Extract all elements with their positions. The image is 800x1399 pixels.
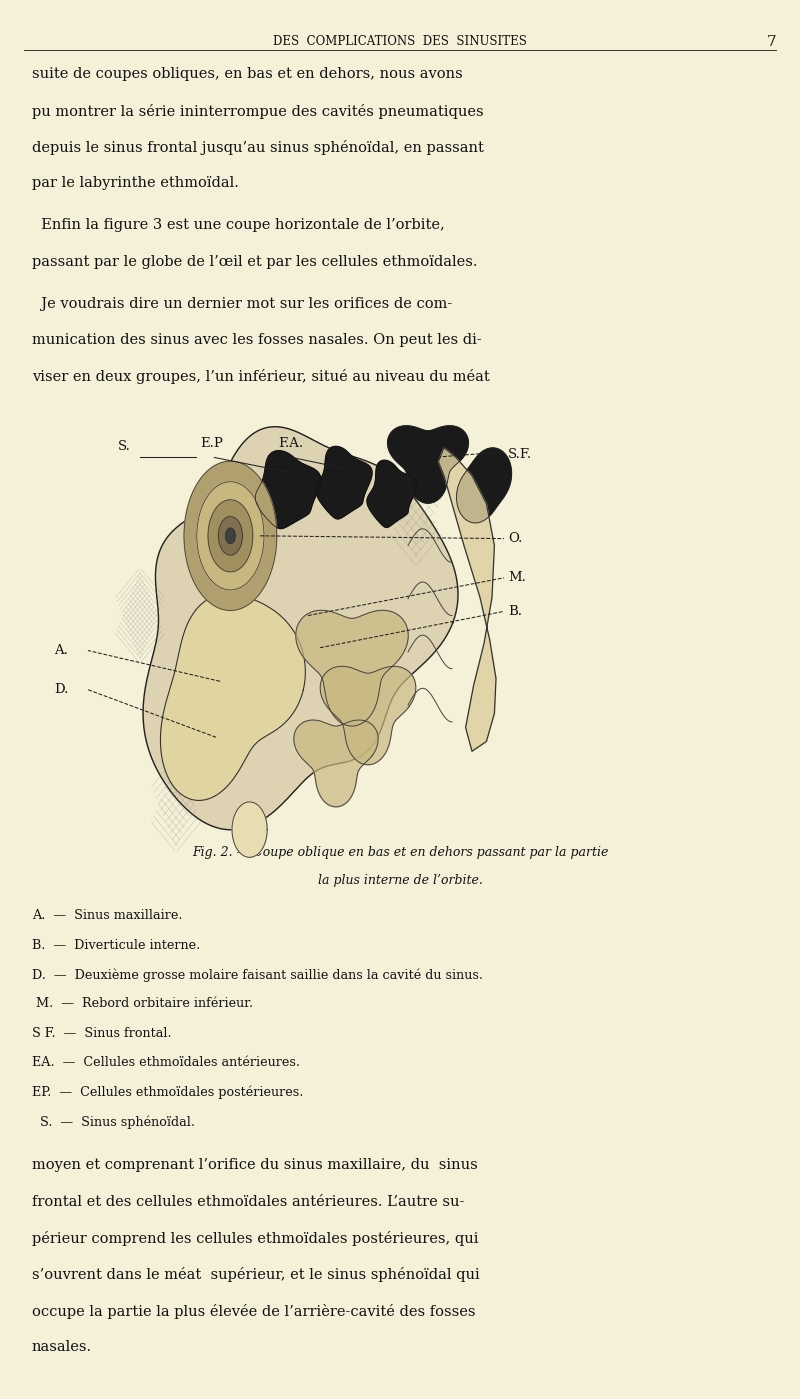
Text: munication des sinus avec les fosses nasales. On peut les di-: munication des sinus avec les fosses nas…	[32, 333, 482, 347]
Polygon shape	[226, 527, 235, 544]
Text: frontal et des cellules ethmoïdales antérieures. L’autre su-: frontal et des cellules ethmoïdales anté…	[32, 1195, 464, 1209]
Polygon shape	[388, 425, 468, 504]
Text: suite de coupes obliques, en bas et en dehors, nous avons: suite de coupes obliques, en bas et en d…	[32, 67, 462, 81]
Text: M.  —  Rebord orbitaire inférieur.: M. — Rebord orbitaire inférieur.	[32, 997, 253, 1010]
Text: Fig. 2. — Coupe oblique en bas et en dehors passant par la partie: Fig. 2. — Coupe oblique en bas et en deh…	[192, 846, 608, 859]
Text: s’ouvrent dans le méat  supérieur, et le sinus sphénoïdal qui: s’ouvrent dans le méat supérieur, et le …	[32, 1267, 480, 1283]
Polygon shape	[197, 481, 264, 590]
Text: S.  —  Sinus sphénoïdal.: S. — Sinus sphénoïdal.	[32, 1115, 195, 1129]
Text: F.A.: F.A.	[278, 436, 303, 450]
Text: D.: D.	[54, 683, 69, 697]
Text: A.: A.	[54, 644, 68, 658]
Text: Enfin la figure 3 est une coupe horizontale de l’orbite,: Enfin la figure 3 est une coupe horizont…	[32, 218, 445, 232]
Polygon shape	[438, 448, 496, 751]
Text: M.: M.	[508, 571, 526, 585]
Polygon shape	[232, 802, 267, 858]
Text: depuis le sinus frontal jusqu’au sinus sphénoïdal, en passant: depuis le sinus frontal jusqu’au sinus s…	[32, 140, 484, 155]
Text: pu montrer la série ininterrompue des cavités pneumatiques: pu montrer la série ininterrompue des ca…	[32, 104, 484, 119]
Text: nasales.: nasales.	[32, 1340, 92, 1354]
Text: O.: O.	[508, 532, 522, 546]
Text: 7: 7	[766, 35, 776, 49]
Text: moyen et comprenant l’orifice du sinus maxillaire, du  sinus: moyen et comprenant l’orifice du sinus m…	[32, 1158, 478, 1172]
Text: périeur comprend les cellules ethmoïdales postérieures, qui: périeur comprend les cellules ethmoïdale…	[32, 1231, 478, 1247]
Text: B.  —  Diverticule interne.: B. — Diverticule interne.	[32, 939, 200, 951]
Polygon shape	[316, 446, 372, 519]
Text: D.  —  Deuxième grosse molaire faisant saillie dans la cavité du sinus.: D. — Deuxième grosse molaire faisant sai…	[32, 968, 483, 982]
Polygon shape	[218, 516, 242, 555]
Polygon shape	[457, 448, 511, 523]
Text: EA.  —  Cellules ethmoïdales antérieures.: EA. — Cellules ethmoïdales antérieures.	[32, 1056, 300, 1069]
Text: viser en deux groupes, l’un inférieur, situé au niveau du méat: viser en deux groupes, l’un inférieur, s…	[32, 369, 490, 385]
Text: occupe la partie la plus élevée de l’arrière-cavité des fosses: occupe la partie la plus élevée de l’arr…	[32, 1304, 475, 1319]
Text: E.P: E.P	[201, 436, 223, 450]
Text: S F.  —  Sinus frontal.: S F. — Sinus frontal.	[32, 1027, 172, 1039]
Text: la plus interne de l’orbite.: la plus interne de l’orbite.	[318, 874, 482, 887]
Polygon shape	[255, 450, 321, 529]
Polygon shape	[184, 462, 277, 610]
Text: passant par le globe de l’œil et par les cellules ethmoïdales.: passant par le globe de l’œil et par les…	[32, 255, 478, 269]
Text: S.: S.	[118, 439, 130, 453]
Polygon shape	[208, 499, 253, 572]
Polygon shape	[320, 666, 416, 765]
Text: par le labyrinthe ethmoïdal.: par le labyrinthe ethmoïdal.	[32, 176, 239, 190]
Polygon shape	[296, 610, 408, 726]
Text: EP.  —  Cellules ethmoïdales postérieures.: EP. — Cellules ethmoïdales postérieures.	[32, 1086, 303, 1100]
Polygon shape	[367, 460, 417, 527]
Text: S.F.: S.F.	[508, 448, 532, 462]
Polygon shape	[143, 427, 458, 830]
Text: Je voudrais dire un dernier mot sur les orifices de com-: Je voudrais dire un dernier mot sur les …	[32, 297, 452, 311]
Polygon shape	[161, 595, 306, 800]
Text: A.  —  Sinus maxillaire.: A. — Sinus maxillaire.	[32, 909, 182, 922]
Text: DES  COMPLICATIONS  DES  SINUSITES: DES COMPLICATIONS DES SINUSITES	[273, 35, 527, 48]
Polygon shape	[294, 720, 378, 807]
Text: B.: B.	[508, 604, 522, 618]
